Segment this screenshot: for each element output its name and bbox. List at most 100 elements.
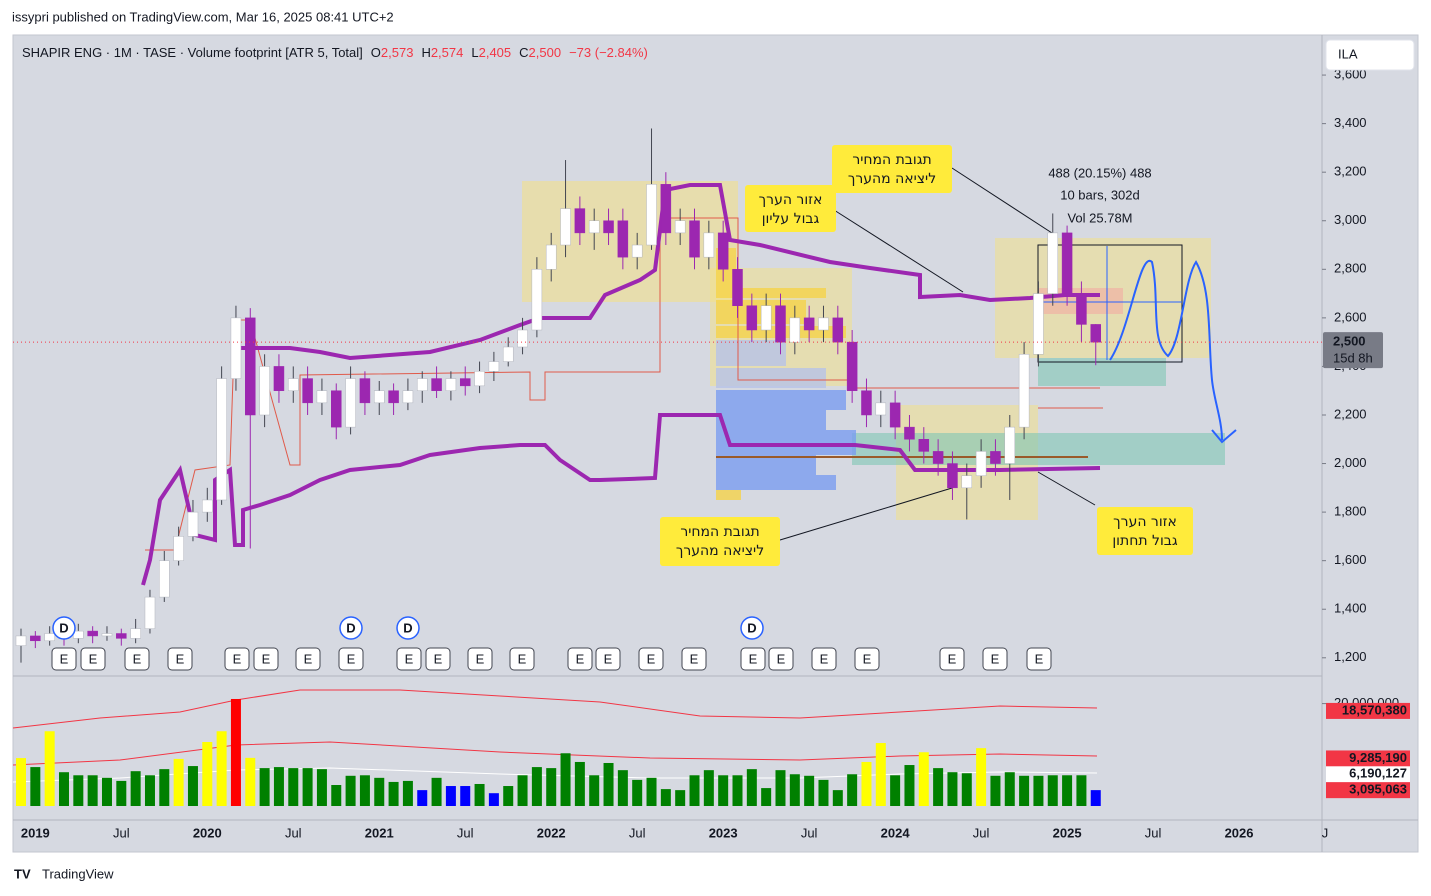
earnings-marker[interactable] — [80, 647, 106, 671]
candle-body — [818, 317, 829, 331]
earnings-marker[interactable] — [595, 647, 621, 671]
earnings-marker[interactable] — [467, 647, 493, 671]
callout-line — [779, 487, 953, 541]
volume-bar — [918, 752, 929, 806]
volume-bar — [574, 761, 585, 806]
earnings-marker[interactable] — [939, 647, 965, 671]
candle-body — [689, 220, 700, 258]
earnings-marker[interactable] — [681, 647, 707, 671]
y-tick-label: 2,600 — [1334, 309, 1367, 324]
volume-bar — [1076, 775, 1087, 806]
volume-bar — [245, 757, 256, 806]
annotation-text: גבול עליון — [762, 211, 820, 227]
candle-body — [388, 390, 399, 404]
volume-profile — [716, 248, 856, 500]
candle-body — [144, 596, 156, 629]
earnings-marker[interactable] — [338, 647, 364, 671]
volume-bar — [431, 777, 442, 806]
earnings-marker[interactable] — [224, 647, 250, 671]
candle-body — [990, 451, 1001, 464]
candle-body — [1004, 426, 1016, 464]
x-tick-label: Jul — [113, 825, 130, 840]
earnings-label: E — [476, 651, 485, 666]
x-tick-label: 2023 — [709, 825, 738, 840]
earnings-label: E — [176, 651, 185, 666]
volume-bar — [660, 789, 671, 806]
last-price-label: 2,500 — [1333, 334, 1366, 349]
earnings-marker[interactable] — [425, 647, 451, 671]
candle-body — [961, 475, 973, 489]
candle-body — [660, 184, 672, 234]
volume-bar — [202, 742, 213, 806]
value-badge — [1326, 782, 1410, 799]
ohlc-key: O — [371, 45, 381, 60]
volume-bar — [961, 773, 972, 806]
earnings-label: E — [304, 651, 313, 666]
volume-bar — [675, 790, 686, 806]
candle-body — [474, 371, 485, 387]
earnings-marker[interactable] — [811, 647, 837, 671]
candle-body — [87, 630, 98, 637]
y-tick-label: 2,000 — [1334, 455, 1367, 470]
volume-bar — [16, 758, 26, 806]
candle-body — [202, 499, 213, 513]
candle-body — [331, 390, 342, 428]
earnings-marker[interactable] — [509, 647, 535, 671]
earnings-marker[interactable] — [396, 647, 422, 671]
annotation-text: גבול תחתון — [1112, 533, 1177, 549]
dividend-marker[interactable] — [740, 616, 764, 640]
candle-body — [545, 244, 557, 270]
ohlc-change: −73 (−2.84%) — [569, 45, 648, 60]
dividend-marker[interactable] — [396, 616, 420, 640]
annotation-text: ליציאה מהערך — [676, 543, 764, 559]
candle-body — [918, 439, 930, 452]
volume-bar — [259, 768, 270, 806]
zone-box — [1038, 358, 1166, 386]
candle-body — [445, 378, 457, 391]
earnings-marker[interactable] — [854, 647, 880, 671]
y-tick-label: 1,800 — [1334, 504, 1367, 519]
dividend-marker[interactable] — [52, 616, 76, 640]
earnings-marker[interactable] — [567, 647, 593, 671]
earnings-marker[interactable] — [768, 647, 794, 671]
earnings-marker[interactable] — [740, 647, 766, 671]
candle-body — [517, 329, 528, 348]
candle-body — [173, 536, 184, 561]
volume-bar — [990, 775, 1001, 806]
volume-bar — [933, 768, 944, 806]
earnings-marker[interactable] — [51, 647, 77, 671]
earnings-label: E — [647, 651, 656, 666]
value-badge-label: 9,285,190 — [1349, 750, 1407, 765]
volume-ma-upper — [12, 689, 1098, 729]
x-tick-label: Jul — [629, 825, 646, 840]
dividend-marker[interactable] — [339, 616, 363, 640]
volume-bar — [904, 765, 915, 806]
volume-bar — [402, 780, 413, 806]
volume-bar — [976, 748, 987, 806]
volume-bar — [732, 775, 743, 806]
y-tick-label: 1,200 — [1334, 649, 1367, 664]
annotation-text: ליציאה מהערך — [848, 171, 936, 187]
volume-bar — [474, 783, 485, 806]
candle-body — [904, 426, 915, 440]
earnings-marker[interactable] — [1026, 647, 1052, 671]
candle-body — [402, 390, 414, 404]
volume-bar — [947, 772, 958, 806]
earnings-marker[interactable] — [167, 647, 193, 671]
candle-body — [617, 220, 629, 258]
annotation-box — [832, 145, 952, 193]
candle-body — [216, 378, 227, 501]
x-tick-label: Jul — [1145, 825, 1162, 840]
earnings-marker[interactable] — [124, 647, 150, 671]
candle-body — [359, 378, 371, 404]
earnings-marker[interactable] — [253, 647, 279, 671]
x-tick-label: 2019 — [21, 825, 50, 840]
earnings-marker[interactable] — [982, 647, 1008, 671]
x-tick-label: Jul — [457, 825, 474, 840]
value-badge — [1326, 766, 1410, 783]
currency-button[interactable] — [1325, 39, 1415, 71]
volume-bar — [746, 769, 757, 806]
earnings-marker[interactable] — [295, 647, 321, 671]
earnings-marker[interactable] — [638, 647, 664, 671]
y-tick-label: 2,800 — [1334, 261, 1367, 276]
